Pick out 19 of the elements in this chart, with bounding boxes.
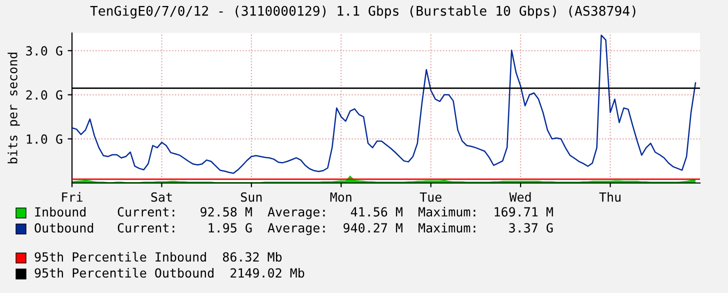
legend-label: Inbound xyxy=(35,206,86,217)
legend-label: 95th Percentile Inbound 86.32 Mb xyxy=(34,252,282,262)
x-tick-label: Fri xyxy=(62,192,82,202)
y-tick-label: 3.0 G xyxy=(26,46,62,56)
x-tick-label: Tue xyxy=(420,192,442,202)
y-axis-title: bits per second xyxy=(8,52,20,164)
x-tick-label: Thu xyxy=(599,192,620,202)
x-tick-label: Sat xyxy=(151,192,172,202)
y-tick-label: 1.0 G xyxy=(26,134,62,144)
legend-label: 95th Percentile Outbound 2149.02 Mb xyxy=(34,268,304,278)
legend-label: Outbound xyxy=(34,222,94,233)
y-tick-label: 2.0 G xyxy=(26,90,62,100)
text: Current: 1.95 G Average: 940.27 M Maximum: 3.37 G xyxy=(118,222,553,236)
chart-title: TenGigE0/7/0/12 - (3110000129) 1.1 Gbps (Burstable 10 Gbps) (AS38794) xyxy=(90,6,636,18)
line-series xyxy=(72,34,696,174)
x-tick-label: Sun xyxy=(240,192,262,202)
x-tick-label: Mon xyxy=(330,192,352,202)
x-tick-label: Wed xyxy=(509,192,531,202)
text: Current: 92.58 M Average: 41.56 M Maximum: 169.71 M xyxy=(118,206,553,220)
